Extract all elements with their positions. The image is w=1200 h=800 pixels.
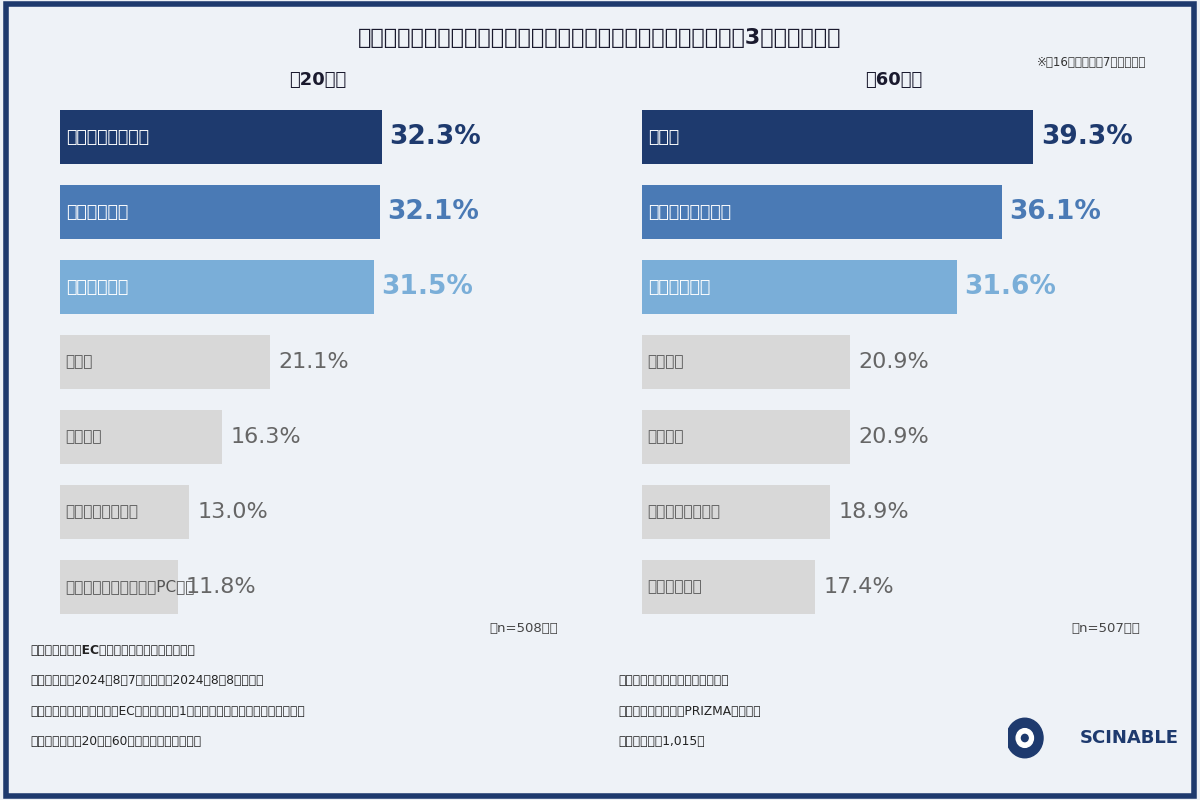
Text: 16.3%: 16.3% <box>230 427 301 447</box>
Text: ・モニター提供元：PRIZMAリサーチ: ・モニター提供元：PRIZMAリサーチ <box>618 705 761 718</box>
FancyBboxPatch shape <box>60 410 222 464</box>
Text: 日用品・生活雑貨: 日用品・生活雑貨 <box>66 128 149 146</box>
FancyBboxPatch shape <box>642 185 1002 239</box>
FancyBboxPatch shape <box>60 110 382 164</box>
FancyBboxPatch shape <box>642 560 815 614</box>
Text: 32.1%: 32.1% <box>388 199 480 225</box>
Text: 31.6%: 31.6% <box>965 274 1056 300</box>
Text: 食料品: 食料品 <box>66 354 94 370</box>
Text: 20.9%: 20.9% <box>858 352 929 372</box>
Text: 17.4%: 17.4% <box>823 577 894 597</box>
Text: ・調査人数：1,015人: ・調査人数：1,015人 <box>618 735 704 748</box>
FancyBboxPatch shape <box>642 410 850 464</box>
Text: 《調査概要：「ECサイト利用時」の意識調査》: 《調査概要：「ECサイト利用時」の意識調査》 <box>30 644 194 657</box>
Text: 健康食品・サプリ: 健康食品・サプリ <box>66 504 139 519</box>
Text: ・調査方法：インターネット調査: ・調査方法：インターネット調査 <box>618 674 728 687</box>
Text: 美容・コスメ: 美容・コスメ <box>648 579 702 594</box>
Circle shape <box>1016 729 1033 747</box>
FancyBboxPatch shape <box>60 260 373 314</box>
Text: 食料品: 食料品 <box>648 128 679 146</box>
FancyBboxPatch shape <box>642 335 850 389</box>
Text: 13.0%: 13.0% <box>197 502 268 522</box>
Text: （n=508人）: （n=508人） <box>490 622 558 635</box>
FancyBboxPatch shape <box>642 110 1033 164</box>
FancyBboxPatch shape <box>60 335 270 389</box>
Text: ※全16項目中上位7項目を抜粋: ※全16項目中上位7項目を抜粋 <box>1037 56 1146 69</box>
Text: SCINABLE: SCINABLE <box>1080 729 1178 746</box>
Text: （n=507人）: （n=507人） <box>1072 622 1140 635</box>
Text: ネットショッピングで主に購入するものを選んでください（上位3つまで選択）: ネットショッピングで主に購入するものを選んでください（上位3つまで選択） <box>359 28 841 48</box>
FancyBboxPatch shape <box>60 185 379 239</box>
FancyBboxPatch shape <box>642 485 830 539</box>
FancyBboxPatch shape <box>642 260 956 314</box>
Text: 20.9%: 20.9% <box>858 427 929 447</box>
Text: 21.1%: 21.1% <box>278 352 349 372</box>
Text: 衣類・小物類: 衣類・小物類 <box>648 278 710 296</box>
Text: 39.3%: 39.3% <box>1042 124 1133 150</box>
Text: ・調査対象：調査回答時にECサイトで直近1年以内に商品を購入したことがある: ・調査対象：調査回答時にECサイトで直近1年以内に商品を購入したことがある <box>30 705 305 718</box>
Text: スマホ・タブレット・PC関連: スマホ・タブレット・PC関連 <box>66 579 196 594</box>
Text: ー60代ー: ー60代ー <box>865 71 923 89</box>
Circle shape <box>1021 734 1028 742</box>
FancyBboxPatch shape <box>60 485 190 539</box>
Text: 18.9%: 18.9% <box>838 502 908 522</box>
Text: ・調査期間：2024年8月7日（水）～2024年8月8日（木）: ・調査期間：2024年8月7日（水）～2024年8月8日（木） <box>30 674 264 687</box>
Text: 31.5%: 31.5% <box>382 274 474 300</box>
Circle shape <box>1007 718 1043 758</box>
Text: 20代と60代と回答したモニター: 20代と60代と回答したモニター <box>30 735 202 748</box>
Text: 11.8%: 11.8% <box>186 577 256 597</box>
Text: 衣類・小物類: 衣類・小物類 <box>66 203 128 221</box>
Text: 家電製品: 家電製品 <box>648 354 684 370</box>
Text: 本・雑誌: 本・雑誌 <box>66 430 102 445</box>
Text: 美容・コスメ: 美容・コスメ <box>66 278 128 296</box>
FancyBboxPatch shape <box>60 560 178 614</box>
Text: 本・雑誌: 本・雑誌 <box>648 430 684 445</box>
Text: 32.3%: 32.3% <box>390 124 481 150</box>
Text: 36.1%: 36.1% <box>1009 199 1102 225</box>
Text: 日用品・生活雑貨: 日用品・生活雑貨 <box>648 203 731 221</box>
Text: ー20代ー: ー20代ー <box>289 71 347 89</box>
Text: 健康食品・サプリ: 健康食品・サプリ <box>648 504 721 519</box>
